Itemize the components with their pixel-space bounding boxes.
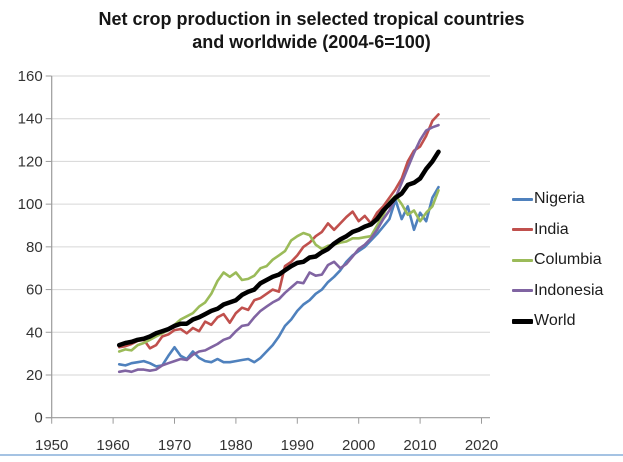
y-tick-label: 140: [18, 111, 43, 128]
chart-title: Net crop production in selected tropical…: [20, 8, 603, 54]
x-tick-label: 1990: [281, 437, 314, 454]
series-line-nigeria: [117, 185, 440, 368]
legend-label: Nigeria: [534, 190, 585, 208]
axis-labels: 0 20 40 60 80 100 120 140 160 1950 1960 1970 1980 199…: [18, 68, 499, 454]
gridlines: [51, 75, 490, 376]
y-tick-label: 60: [26, 282, 43, 299]
legend-swatch-icon: [512, 289, 533, 293]
series-line-indonesia: [117, 123, 440, 374]
legend-label: Columbia: [534, 251, 602, 269]
chart-legend: Nigeria India Columbia Indonesia World: [512, 184, 622, 337]
x-tick-label: 1960: [96, 437, 129, 454]
y-tick-label: 100: [18, 196, 43, 213]
x-tick-label: 1980: [219, 437, 252, 454]
chart-title-line1: Net crop production in selected tropical…: [98, 9, 525, 29]
x-tick-label: 1970: [158, 437, 191, 454]
legend-label: India: [534, 220, 569, 238]
data-series: [116, 113, 441, 374]
legend-label: Indonesia: [534, 281, 604, 299]
legend-swatch-icon: [512, 258, 533, 262]
legend-item-columbia: Columbia: [512, 245, 622, 276]
axis-ticks: [45, 75, 490, 424]
series-line-world: [116, 149, 441, 348]
legend-label: World: [534, 312, 576, 330]
y-tick-label: 160: [18, 68, 43, 85]
legend-swatch-icon: [512, 228, 533, 232]
legend-item-world: World: [512, 306, 622, 337]
x-tick-label: 1950: [35, 437, 68, 454]
y-tick-label: 40: [26, 324, 43, 341]
y-tick-label: 80: [26, 239, 43, 256]
y-tick-label: 20: [26, 367, 43, 384]
bottom-border-rule: [0, 454, 623, 456]
legend-swatch-icon: [512, 319, 533, 324]
legend-swatch-icon: [512, 197, 533, 201]
chart-title-line2: and worldwide (2004-6=100): [192, 32, 431, 52]
y-tick-label: 0: [34, 410, 42, 427]
legend-item-nigeria: Nigeria: [512, 184, 622, 215]
x-tick-label: 2010: [403, 437, 436, 454]
x-tick-label: 2000: [342, 437, 375, 454]
series-line-india: [117, 113, 440, 350]
x-tick-label: 2020: [465, 437, 498, 454]
legend-item-india: India: [512, 215, 622, 246]
y-tick-label: 120: [18, 153, 43, 170]
legend-item-indonesia: Indonesia: [512, 276, 622, 307]
